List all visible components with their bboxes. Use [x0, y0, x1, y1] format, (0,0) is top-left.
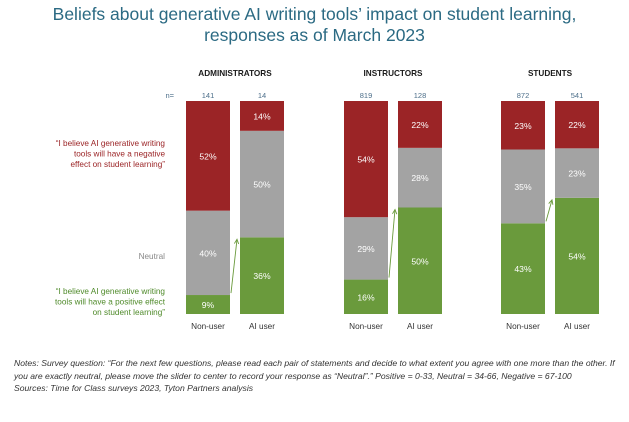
trend-arrow-head-instructors — [392, 208, 398, 215]
bar-negative-administrators-non-user — [186, 101, 230, 211]
legend-negative-line-3: effect on student learning” — [70, 160, 165, 169]
n-value-administrators-non-user: 141 — [202, 91, 215, 100]
label-neutral-students-ai-user: 23% — [568, 169, 586, 179]
n-value-instructors-ai-user: 128 — [414, 91, 427, 100]
trend-arrow-head-students — [548, 198, 554, 205]
bar-positive-instructors-ai-user — [398, 207, 442, 314]
legend-neutral: Neutral — [139, 252, 166, 261]
stacked-bar-chart: “I believe AI generative writing tools wi… — [55, 69, 599, 331]
trend-arrow-line-instructors — [388, 209, 396, 278]
legend-positive-line-1: “I believe AI generative writing — [56, 287, 166, 296]
label-negative-administrators-ai-user: 14% — [253, 111, 271, 121]
x-label-instructors-ai-user: AI user — [407, 322, 433, 331]
x-label-instructors-non-user: Non-user — [349, 322, 383, 331]
sources-note: Sources: Time for Class surveys 2023, Ty… — [14, 383, 254, 393]
bar-positive-students-ai-user — [555, 197, 599, 314]
n-value-administrators-ai-user: 14 — [258, 91, 266, 100]
bar-neutral-instructors-ai-user — [398, 147, 442, 208]
group-header-instructors: INSTRUCTORS — [364, 69, 424, 78]
bar-neutral-students-ai-user — [555, 148, 599, 198]
bar-negative-students-ai-user — [555, 101, 599, 149]
x-label-students-non-user: Non-user — [506, 322, 540, 331]
x-label-students-ai-user: AI user — [564, 322, 590, 331]
bar-neutral-instructors-non-user — [344, 217, 388, 280]
bar-positive-administrators-ai-user — [240, 237, 284, 314]
label-negative-instructors-ai-user: 22% — [411, 120, 429, 130]
bar-negative-administrators-ai-user — [240, 101, 284, 131]
bar-neutral-administrators-ai-user — [240, 130, 284, 238]
n-value-instructors-non-user: 819 — [360, 91, 373, 100]
label-neutral-administrators-non-user: 40% — [199, 248, 217, 258]
legend-negative-line-2: tools will have a negative — [74, 150, 165, 159]
n-value-students-non-user: 872 — [517, 91, 530, 100]
trend-arrow-head-administrators — [233, 238, 240, 245]
label-neutral-administrators-ai-user: 50% — [253, 180, 271, 190]
label-neutral-students-non-user: 35% — [514, 182, 532, 192]
label-positive-instructors-ai-user: 50% — [411, 256, 429, 266]
n-value-students-ai-user: 541 — [571, 91, 584, 100]
bar-negative-students-non-user — [501, 101, 545, 150]
x-label-administrators-ai-user: AI user — [249, 322, 275, 331]
label-neutral-instructors-non-user: 29% — [357, 244, 375, 254]
label-positive-instructors-non-user: 16% — [357, 292, 375, 302]
bar-negative-instructors-ai-user — [398, 101, 442, 148]
survey-notes: Notes: Survey question: “For the next fe… — [14, 358, 615, 381]
n-label: n= — [165, 91, 174, 100]
label-negative-instructors-non-user: 54% — [357, 155, 375, 165]
label-negative-administrators-non-user: 52% — [199, 151, 217, 161]
trend-arrow-line-students — [545, 199, 553, 222]
bar-neutral-students-non-user — [501, 149, 545, 224]
trend-arrow-line-administrators — [230, 239, 238, 294]
bar-neutral-administrators-non-user — [186, 210, 230, 296]
bar-positive-instructors-non-user — [344, 279, 388, 314]
chart-title-line-2: responses as of March 2023 — [204, 25, 425, 45]
group-header-administrators: ADMINISTRATORS — [198, 69, 272, 78]
label-negative-students-non-user: 23% — [514, 121, 532, 131]
label-negative-students-ai-user: 22% — [568, 120, 586, 130]
bar-positive-administrators-non-user — [186, 295, 230, 314]
label-positive-administrators-non-user: 9% — [202, 300, 215, 310]
label-positive-students-ai-user: 54% — [568, 251, 586, 261]
chart-title-line-1: Beliefs about generative AI writing tool… — [52, 4, 577, 24]
notes-block: Notes: Survey question: “For the next fe… — [14, 357, 619, 395]
chart-title: Beliefs about generative AI writing tool… — [0, 4, 629, 46]
legend-positive-line-2: tools will have a positive effect — [55, 298, 166, 307]
label-neutral-instructors-ai-user: 28% — [411, 173, 429, 183]
legend-negative-line-1: “I believe AI generative writing — [56, 139, 166, 148]
legend-positive-line-3: on student learning” — [93, 308, 166, 317]
x-label-administrators-non-user: Non-user — [191, 322, 225, 331]
label-positive-students-non-user: 43% — [514, 264, 532, 274]
bar-negative-instructors-non-user — [344, 101, 388, 218]
group-header-students: STUDENTS — [528, 69, 573, 78]
label-positive-administrators-ai-user: 36% — [253, 271, 271, 281]
bar-positive-students-non-user — [501, 223, 545, 314]
